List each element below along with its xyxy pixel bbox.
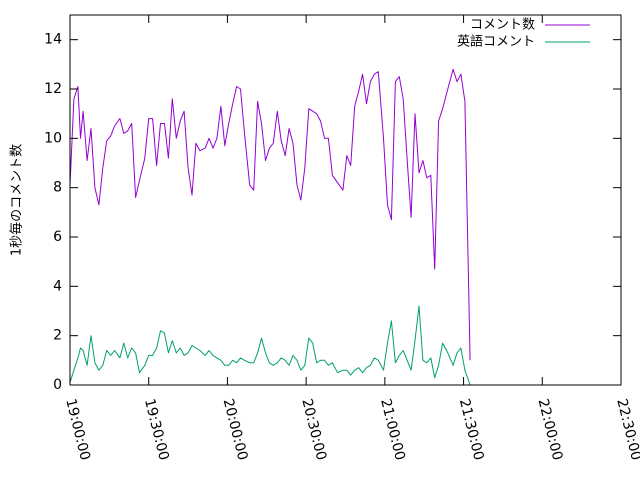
series-line-1	[69, 68, 471, 361]
y-tick-label: 2	[53, 328, 62, 344]
plot-lines	[69, 68, 471, 386]
y-tick-label: 6	[53, 229, 62, 245]
legend-label-1: コメント数	[470, 18, 535, 33]
y-tick-label: 10	[44, 130, 62, 146]
y-tick-label: 8	[53, 180, 62, 196]
y-tick-label: 4	[53, 278, 62, 294]
series-line-2	[69, 305, 471, 386]
y-axis-title: 1秒毎のコメント数	[9, 144, 25, 256]
y-tick-label: 12	[44, 81, 62, 97]
y-tick-label: 14	[44, 32, 62, 48]
legend-label-2: 英語コメント	[457, 34, 535, 50]
plot-frame	[69, 14, 622, 386]
y-tick-label: 0	[53, 377, 62, 393]
y-axis: 0 2 4 6 8 10 12 14	[44, 32, 621, 393]
